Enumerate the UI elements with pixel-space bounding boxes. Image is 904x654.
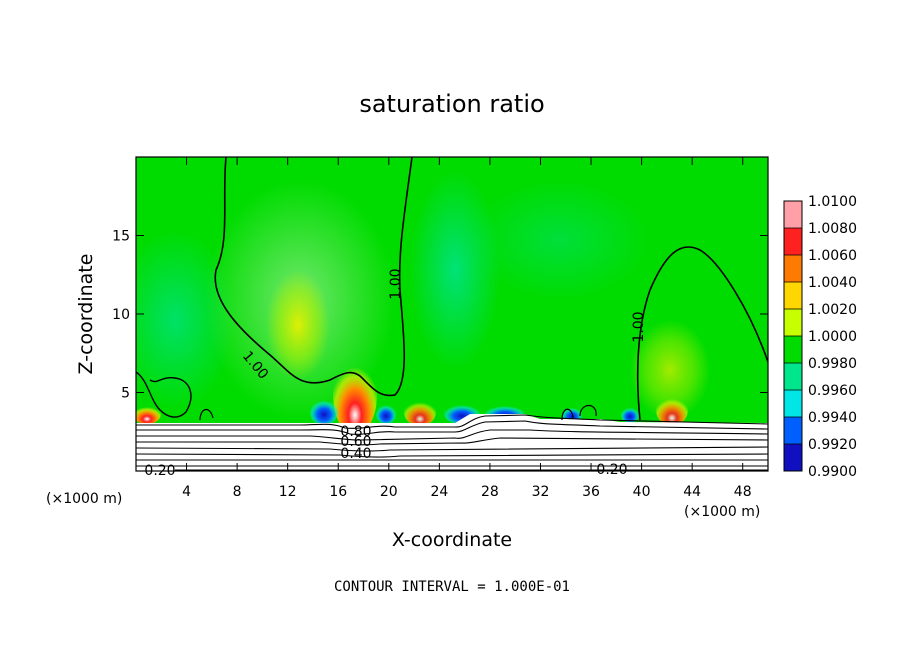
x-tick-label: 40 bbox=[633, 484, 651, 500]
cold-spot-6 bbox=[621, 407, 639, 423]
chart-title: saturation ratio bbox=[359, 90, 544, 118]
subsaturated-layer bbox=[136, 414, 768, 471]
colorbar-label: 0.9900 bbox=[808, 464, 857, 480]
x-units-label-left: (×1000 m) bbox=[46, 491, 122, 507]
x-tick-label: 12 bbox=[279, 484, 297, 500]
x-axis-ticks: 4 8 12 16 20 24 28 32 36 40 44 48 bbox=[182, 157, 752, 500]
x-tick-label: 4 bbox=[182, 484, 191, 500]
colorbar-swatch bbox=[784, 417, 802, 445]
colorbar-label: 1.0080 bbox=[808, 221, 857, 237]
colorbar-swatch bbox=[784, 363, 802, 391]
contour-small-2 bbox=[561, 404, 597, 421]
contour-label-0-20-b: 0.20 bbox=[596, 462, 627, 478]
colorbar-swatch bbox=[784, 282, 802, 310]
colorbar-label: 0.9940 bbox=[808, 410, 857, 426]
colorbar-label: 1.0020 bbox=[808, 302, 857, 318]
y-axis-ticks: 5 10 15 bbox=[112, 229, 768, 402]
cold-spot-2 bbox=[376, 404, 396, 424]
colorbar-swatch bbox=[784, 201, 802, 229]
contour-label-1-00-c: 1.00 bbox=[631, 311, 647, 342]
x-tick-label: 24 bbox=[430, 484, 448, 500]
colorbar-swatch bbox=[784, 390, 802, 418]
supersat-patch-right bbox=[630, 320, 710, 420]
colorbar-label: 0.9980 bbox=[808, 356, 857, 372]
colorbar-label: 1.0000 bbox=[808, 329, 857, 345]
x-tick-label: 8 bbox=[233, 484, 242, 500]
cyan-patch-right bbox=[470, 180, 650, 300]
colorbar-label: 0.9920 bbox=[808, 437, 857, 453]
x-tick-label: 16 bbox=[329, 484, 347, 500]
colorbar-label: 1.0100 bbox=[808, 194, 857, 210]
colorbar-label: 1.0060 bbox=[808, 248, 857, 264]
contour-label-1-00-b: 1.00 bbox=[388, 268, 404, 299]
colorbar: 1.0100 1.0080 1.0060 1.0040 1.0020 1.0000 0.99… bbox=[783, 194, 857, 480]
x-tick-label: 20 bbox=[380, 484, 398, 500]
colorbar-swatch bbox=[784, 444, 802, 472]
colorbar-label: 0.9960 bbox=[808, 383, 857, 399]
x-units-label-right: (×1000 m) bbox=[684, 504, 760, 520]
y-tick-label: 10 bbox=[112, 307, 130, 323]
x-tick-label: 28 bbox=[481, 484, 499, 500]
contour-labels: 1.00 1.00 1.00 0.80 0.60 0.40 0.20 0.20 bbox=[144, 268, 647, 479]
contour-1-00-loop bbox=[136, 371, 192, 418]
hot-spot-main bbox=[333, 355, 377, 435]
colorbar-swatch bbox=[784, 255, 802, 283]
contour-label-0-60: 0.60 bbox=[340, 434, 371, 450]
contour-label-0-40: 0.40 bbox=[340, 446, 371, 462]
hot-spot-2 bbox=[404, 398, 436, 426]
hot-spot-3 bbox=[656, 394, 688, 426]
x-tick-label: 44 bbox=[683, 484, 701, 500]
x-tick-label: 48 bbox=[734, 484, 752, 500]
contour-label-0-20-a: 0.20 bbox=[144, 463, 175, 479]
contour-1-00-right bbox=[636, 246, 768, 421]
contour-small-1 bbox=[199, 409, 214, 421]
supersat-patch bbox=[266, 270, 330, 380]
contour-label-0-80: 0.80 bbox=[340, 424, 371, 440]
x-tick-label: 36 bbox=[582, 484, 600, 500]
colorbar-label: 1.0040 bbox=[808, 275, 857, 291]
cold-spot-1 bbox=[310, 399, 338, 425]
colorbar-swatch bbox=[784, 309, 802, 337]
y-tick-label: 15 bbox=[112, 229, 130, 245]
ground-contours bbox=[136, 414, 768, 471]
y-tick-label: 5 bbox=[121, 386, 130, 402]
colorbar-swatch bbox=[784, 336, 802, 364]
hot-spot-edge bbox=[136, 404, 161, 424]
colorbar-swatch bbox=[784, 228, 802, 256]
x-axis-title: X-coordinate bbox=[392, 529, 512, 551]
contour-1-00-left bbox=[214, 157, 413, 397]
y-axis-title: Z-coordinate bbox=[75, 254, 97, 375]
x-tick-label: 32 bbox=[532, 484, 550, 500]
contour-field bbox=[136, 157, 768, 471]
contour-interval-note: CONTOUR INTERVAL = 1.000E-01 bbox=[334, 579, 570, 595]
